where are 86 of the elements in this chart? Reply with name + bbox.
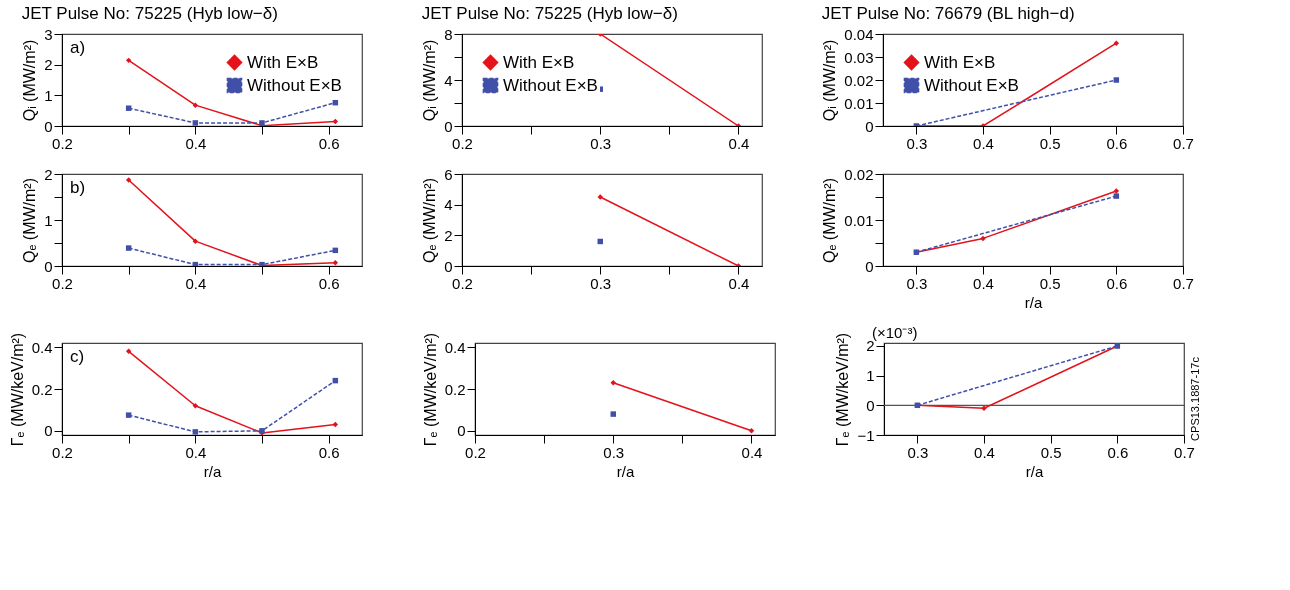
y-axis-title: Qₑ (MW/m²) [421, 177, 439, 264]
x-axis-title: r/a [203, 462, 222, 480]
y-axis-title: Γₑ (MW/keV/m²) [834, 332, 852, 447]
x-tick-label: 0.6 [318, 274, 340, 292]
y-tick-label: 0.4 [444, 338, 466, 356]
x-axis-title: r/a [1024, 293, 1043, 311]
y-tick-label: 8 [444, 25, 453, 43]
x-tick-label: 0.7 [1173, 274, 1194, 292]
y-tick-label: 0.01 [844, 211, 874, 229]
y-tick-label: 2 [44, 56, 53, 74]
x-tick-label: 0.4 [728, 274, 750, 292]
y-tick-label: 0.01 [844, 94, 874, 112]
y-tick-label: 2 [44, 165, 53, 183]
y-tick-label: 1 [866, 367, 875, 385]
y-tick-label: −1 [857, 426, 875, 444]
x-tick-label: 0.5 [1039, 274, 1061, 292]
legend-label: With E×B [247, 52, 319, 72]
y-tick-label: 0.4 [31, 338, 53, 356]
x-tick-label: 0.3 [590, 274, 612, 292]
y-axis-title: Qₑ (MW/m²) [21, 177, 39, 264]
y-tick-label: 4 [444, 196, 453, 214]
x-tick-label: 0.4 [741, 443, 763, 461]
legend-label: Without E×B [503, 75, 598, 95]
x-tick-label: 0.4 [728, 134, 750, 152]
y-tick-label: 2 [444, 226, 453, 244]
chart-title: JET Pulse No: 75225 (Hyb low−δ) [421, 4, 678, 23]
y-axis-title: Qₑ (MW/m²) [821, 177, 839, 264]
y-tick-label: 4 [444, 71, 453, 89]
annotation: b) [70, 178, 86, 197]
y-axis-title: Γₑ (MW/keV/m²) [421, 332, 439, 447]
y-axis-title: Γₑ (MW/keV/m²) [8, 332, 26, 447]
x-tick-label: 0.3 [907, 443, 929, 461]
x-tick-label: 0.3 [906, 134, 928, 152]
y-tick-label: 0 [865, 117, 874, 135]
x-tick-label: 0.4 [185, 134, 207, 152]
x-tick-label: 0.6 [1106, 274, 1128, 292]
legend-label: With E×B [924, 52, 996, 72]
legend-label: Without E×B [924, 75, 1019, 95]
y-tick-label: 0 [44, 422, 53, 440]
x-tick-label: 0.4 [973, 274, 994, 292]
y-tick-label: 0.2 [444, 380, 466, 398]
x-tick-label: 0.3 [603, 443, 625, 461]
y-tick-label: 0.04 [844, 25, 874, 43]
x-axis-title: r/a [1025, 462, 1044, 480]
x-tick-label: 0.6 [318, 443, 340, 461]
legend-label: Without E×B [247, 75, 342, 95]
x-tick-label: 0.2 [465, 443, 486, 461]
y-tick-label: 0 [866, 396, 875, 414]
y-tick-label: 0 [865, 257, 874, 275]
chart-title: JET Pulse No: 75225 (Hyb low−δ) [21, 4, 278, 23]
y-tick-label: 0.03 [844, 48, 874, 66]
y-tick-label: 3 [44, 25, 53, 43]
y-tick-label: 6 [444, 165, 453, 183]
x-tick-label: 0.6 [1107, 443, 1129, 461]
x-tick-label: 0.5 [1039, 134, 1061, 152]
annotation: a) [70, 38, 86, 57]
y-axis-title: Qᵢ (MW/m²) [421, 39, 439, 122]
x-tick-label: 0.7 [1173, 134, 1194, 152]
text: CPS13.1887-17c [1189, 356, 1201, 441]
x-tick-label: 0.4 [974, 443, 995, 461]
y-tick-label: 0.02 [844, 71, 874, 89]
x-tick-label: 0.3 [590, 134, 612, 152]
x-tick-label: 0.3 [906, 274, 928, 292]
x-tick-label: 0.7 [1174, 443, 1195, 461]
y-tick-label: 0.2 [31, 380, 53, 398]
y-tick-label: 1 [44, 211, 53, 229]
y-tick-label: 1 [44, 86, 53, 104]
x-axis-title: r/a [616, 462, 635, 480]
y-axis-title: Qᵢ (MW/m²) [21, 39, 39, 122]
x-tick-label: 0.4 [185, 443, 207, 461]
x-tick-label: 0.6 [1106, 134, 1128, 152]
y-axis-title: Qᵢ (MW/m²) [821, 39, 839, 122]
y-tick-label: 0 [444, 117, 453, 135]
x-tick-label: 0.4 [185, 274, 207, 292]
y-tick-label: 0 [44, 117, 53, 135]
x-tick-label: 0.6 [318, 134, 340, 152]
y-tick-label: 0 [444, 257, 453, 275]
chart-title: JET Pulse No: 76679 (BL high−d) [821, 4, 1075, 23]
text: (×10⁻³) [872, 324, 918, 341]
legend-label: With E×B [503, 52, 575, 72]
x-tick-label: 0.4 [973, 134, 994, 152]
x-tick-label: 0.5 [1040, 443, 1062, 461]
y-tick-label: 0 [457, 422, 466, 440]
annotation: c) [70, 347, 85, 366]
y-tick-label: 0.02 [844, 165, 874, 183]
y-tick-label: 0 [44, 257, 53, 275]
